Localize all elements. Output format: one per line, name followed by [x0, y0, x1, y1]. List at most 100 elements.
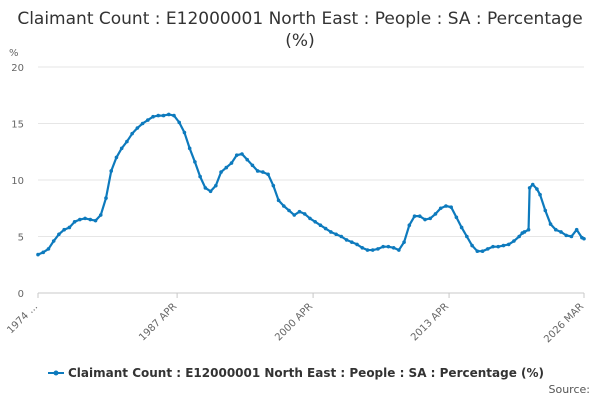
- data-point[interactable]: [266, 172, 270, 177]
- data-point[interactable]: [313, 220, 317, 224]
- data-point[interactable]: [245, 157, 249, 162]
- data-point[interactable]: [376, 247, 380, 251]
- data-point[interactable]: [41, 250, 46, 255]
- data-point[interactable]: [219, 170, 223, 174]
- data-point[interactable]: [553, 227, 558, 232]
- data-point[interactable]: [480, 249, 485, 253]
- data-point[interactable]: [470, 243, 474, 248]
- data-point[interactable]: [250, 163, 255, 168]
- data-point[interactable]: [402, 240, 406, 244]
- data-point[interactable]: [323, 226, 328, 231]
- data-point[interactable]: [146, 118, 150, 122]
- data-point[interactable]: [417, 214, 422, 218]
- data-point[interactable]: [104, 196, 108, 200]
- data-point[interactable]: [297, 209, 302, 214]
- data-point[interactable]: [517, 234, 521, 239]
- data-point[interactable]: [229, 161, 234, 165]
- data-point[interactable]: [522, 230, 527, 234]
- data-point[interactable]: [255, 169, 260, 173]
- data-point[interactable]: [407, 223, 412, 227]
- data-point[interactable]: [177, 120, 182, 125]
- data-point[interactable]: [454, 215, 459, 220]
- data-point[interactable]: [46, 247, 51, 251]
- data-point[interactable]: [151, 114, 155, 119]
- data-point[interactable]: [57, 232, 61, 237]
- data-point[interactable]: [538, 192, 542, 197]
- data-point[interactable]: [161, 113, 166, 118]
- data-point[interactable]: [51, 239, 56, 243]
- data-point[interactable]: [98, 213, 103, 217]
- data-point[interactable]: [329, 230, 333, 234]
- data-point[interactable]: [88, 217, 93, 222]
- data-point[interactable]: [208, 189, 213, 194]
- data-point[interactable]: [459, 225, 464, 230]
- data-point[interactable]: [564, 233, 569, 238]
- data-point[interactable]: [125, 139, 129, 144]
- data-point[interactable]: [234, 153, 239, 157]
- data-point[interactable]: [83, 216, 87, 221]
- data-point[interactable]: [355, 242, 359, 247]
- data-point[interactable]: [391, 246, 396, 250]
- data-point[interactable]: [193, 160, 197, 164]
- data-point[interactable]: [67, 225, 72, 230]
- data-point[interactable]: [506, 242, 511, 247]
- data-point[interactable]: [530, 182, 535, 187]
- data-point[interactable]: [287, 208, 291, 213]
- data-point[interactable]: [172, 113, 176, 118]
- data-point[interactable]: [535, 187, 539, 191]
- data-point[interactable]: [465, 234, 469, 239]
- data-point[interactable]: [569, 234, 574, 239]
- data-point[interactable]: [271, 183, 276, 188]
- data-point[interactable]: [386, 244, 391, 249]
- data-point[interactable]: [203, 186, 208, 190]
- data-point[interactable]: [433, 212, 438, 216]
- data-point[interactable]: [114, 155, 119, 160]
- data-point[interactable]: [491, 244, 495, 249]
- legend[interactable]: Claimant Count : E12000001 North East : …: [48, 366, 544, 380]
- data-point[interactable]: [526, 227, 531, 232]
- data-point[interactable]: [381, 244, 385, 249]
- data-point[interactable]: [370, 248, 375, 252]
- data-point[interactable]: [527, 186, 532, 190]
- data-point[interactable]: [334, 232, 338, 237]
- data-point[interactable]: [412, 214, 417, 218]
- data-point[interactable]: [292, 213, 297, 217]
- data-point[interactable]: [344, 238, 349, 242]
- data-point[interactable]: [318, 223, 323, 227]
- data-point[interactable]: [339, 234, 344, 239]
- data-point[interactable]: [423, 217, 427, 222]
- data-point[interactable]: [548, 222, 553, 226]
- data-point[interactable]: [214, 183, 218, 188]
- data-point[interactable]: [261, 170, 265, 174]
- data-point[interactable]: [496, 244, 501, 249]
- data-point[interactable]: [135, 126, 140, 130]
- data-point[interactable]: [224, 165, 229, 170]
- data-point[interactable]: [36, 252, 40, 257]
- data-point[interactable]: [501, 243, 506, 248]
- data-point[interactable]: [119, 146, 124, 151]
- data-point[interactable]: [543, 208, 548, 213]
- data-point[interactable]: [302, 212, 307, 216]
- data-point[interactable]: [444, 204, 448, 208]
- data-point[interactable]: [72, 220, 77, 224]
- data-point[interactable]: [559, 230, 563, 234]
- data-point[interactable]: [308, 216, 312, 221]
- data-point[interactable]: [582, 236, 586, 241]
- data-point[interactable]: [485, 247, 490, 251]
- data-point[interactable]: [428, 216, 433, 221]
- data-point[interactable]: [276, 198, 281, 203]
- data-point[interactable]: [349, 240, 354, 244]
- data-point[interactable]: [449, 205, 453, 209]
- data-point[interactable]: [282, 204, 286, 208]
- data-point[interactable]: [512, 239, 516, 243]
- data-point[interactable]: [198, 174, 202, 179]
- data-point[interactable]: [109, 169, 114, 173]
- data-point[interactable]: [438, 206, 443, 211]
- data-point[interactable]: [166, 112, 171, 117]
- data-point[interactable]: [365, 248, 370, 252]
- data-point[interactable]: [240, 152, 244, 156]
- data-point[interactable]: [360, 246, 365, 250]
- data-point[interactable]: [187, 146, 192, 151]
- data-point[interactable]: [397, 248, 401, 252]
- data-point[interactable]: [62, 227, 66, 232]
